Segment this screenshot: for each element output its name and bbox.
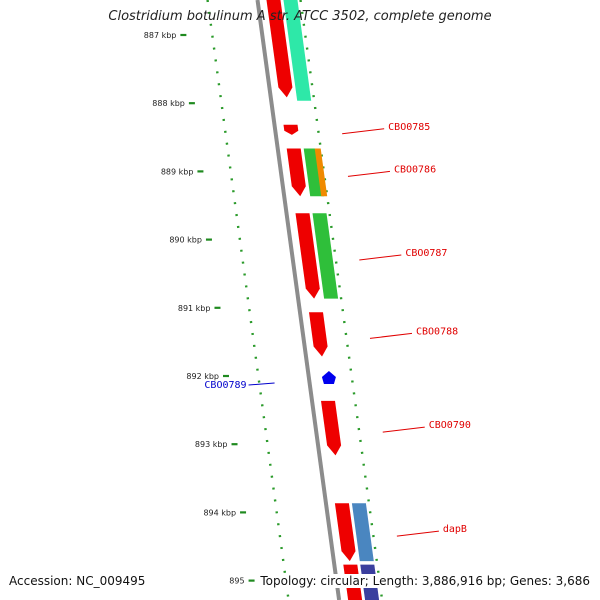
tick-label-893: 893 kbp [195,440,228,449]
tick-marks: 887 kbp 888 kbp 889 kbp 890 kbp 891 kbp 892 k… [144,31,255,586]
tick-label-894: 894 kbp [203,508,236,517]
gene-label-CBO0786[interactable]: CBO0786 [394,164,436,175]
leader-CBO0787 [359,254,402,261]
leader-dapB [396,530,439,537]
tick-label-889: 889 kbp [161,167,194,176]
gene-label-CBO0787[interactable]: CBO0787 [405,248,447,259]
tick-label-890: 890 kbp [169,236,202,245]
gene-arrow-CBO0786[interactable] [286,148,306,197]
gene-labels[interactable]: CBO0785 CBO0786 CBO0787 CBO0788 CBO0789 CBO07… [204,122,471,537]
tick-label-887: 887 kbp [144,31,177,40]
gene-arrow-CBO0790[interactable] [321,400,342,456]
tick-label-892: 892 kbp [186,372,219,381]
leader-CBO0786 [347,170,391,177]
outer-dotted-ring [299,0,384,600]
leader-CBO0785 [342,128,385,135]
tick-label-895: 895 [229,577,244,586]
accession-label: Accession: NC_009495 [9,574,146,588]
leader-CBO0790 [382,426,425,433]
gene-label-CBO0785[interactable]: CBO0785 [388,122,430,133]
cog-bar-0[interactable] [283,0,312,101]
backbone [255,0,342,600]
gene-arrow-0[interactable] [266,0,293,98]
gene-arrow-CBO0785[interactable] [283,124,299,135]
backbone-line [255,0,342,600]
tick-label-888: 888 kbp [152,99,185,108]
cog-bar-2[interactable] [314,148,328,197]
gene-arrow-dapB[interactable] [334,503,356,562]
gene-arrow-CBO0787[interactable] [295,213,320,299]
gene-arrow-CBO0788[interactable] [309,312,328,357]
gene-label-dapB[interactable]: dapB [443,524,467,535]
gene-label-CBO0788[interactable]: CBO0788 [416,326,458,337]
genome-summary: Topology: circular; Length: 3,886,916 bp… [260,574,590,588]
inner-dotted-ring [206,0,290,600]
genome-title: Clostridium botulinum A str. ATCC 3502, … [108,9,492,24]
gene-label-CBO0789[interactable]: CBO0789 [204,380,246,391]
cog-bar-3[interactable] [312,213,339,299]
gene-features [266,0,380,600]
dotted-rings [206,0,384,600]
gene-arrow-CBO0789[interactable] [321,371,336,385]
tick-label-891: 891 kbp [178,304,211,313]
leader-CBO0789 [248,382,275,386]
leader-CBO0788 [369,332,413,339]
gene-label-CBO0790[interactable]: CBO0790 [429,420,471,431]
cog-bar-4[interactable] [351,503,374,562]
